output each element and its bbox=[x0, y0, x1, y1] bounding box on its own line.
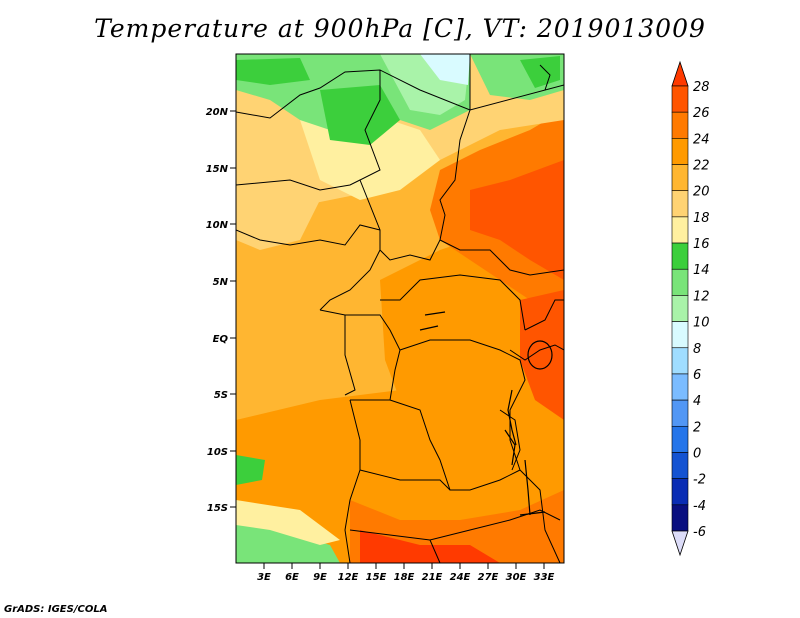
colorbar-swatch bbox=[671, 164, 689, 192]
colorbar-swatch bbox=[671, 347, 689, 375]
colorbar-swatch bbox=[671, 452, 689, 479]
colorbar-label: 0 bbox=[693, 446, 701, 461]
lat-label-15n: 15N bbox=[206, 164, 229, 175]
lon-label-30e: 30E bbox=[506, 572, 527, 583]
lon-label-27e: 27E bbox=[478, 572, 499, 583]
colorbar-swatch bbox=[671, 504, 689, 532]
colorbar-label: -2 bbox=[693, 473, 706, 488]
colorbar-swatch bbox=[671, 295, 689, 322]
lat-label-10s: 10S bbox=[207, 447, 228, 458]
colorbar-swatch bbox=[671, 321, 689, 349]
colorbar-swatch bbox=[671, 111, 689, 139]
colorbar-label: -4 bbox=[693, 499, 706, 514]
lon-label-12e: 12E bbox=[338, 572, 359, 583]
lon-label-3e: 3E bbox=[257, 572, 271, 583]
lat-label-20n: 20N bbox=[206, 107, 229, 118]
lon-label-24e: 24E bbox=[450, 572, 471, 583]
colorbar-swatch bbox=[671, 373, 689, 401]
colorbar-swatch bbox=[671, 138, 689, 165]
colorbar-swatch bbox=[671, 478, 689, 506]
colorbar-label: 6 bbox=[693, 368, 701, 383]
colorbar-swatch bbox=[671, 425, 689, 453]
colorbar-label: 24 bbox=[693, 132, 710, 147]
colorbar-label: 26 bbox=[693, 106, 710, 121]
colorbar-label: 28 bbox=[693, 80, 710, 95]
grads-credit: GrADS: IGES/COLA bbox=[4, 604, 108, 615]
colorbar-label: 2 bbox=[693, 420, 701, 435]
lon-label-6e: 6E bbox=[285, 572, 299, 583]
lon-label-33e: 33E bbox=[534, 572, 555, 583]
colorbar-bottom-arrow bbox=[671, 530, 689, 557]
colorbar-top-arrow bbox=[671, 60, 689, 87]
lat-label-10n: 10N bbox=[206, 220, 229, 231]
colorbar-label: 4 bbox=[693, 394, 701, 409]
longitude-axis bbox=[263, 563, 545, 569]
colorbar-swatch bbox=[671, 216, 689, 244]
colorbar-label: 16 bbox=[693, 237, 710, 252]
colorbar-swatch bbox=[671, 268, 689, 296]
map-title: Temperature at 900hPa [C], VT: 201901300… bbox=[94, 14, 706, 43]
colorbar-label: 18 bbox=[693, 211, 710, 226]
colorbar-label: 12 bbox=[693, 289, 710, 304]
lon-label-15e: 15E bbox=[366, 572, 387, 583]
lakes bbox=[419, 311, 553, 516]
country-borders bbox=[236, 54, 564, 563]
map-frame bbox=[235, 53, 565, 564]
colorbar-label: 10 bbox=[693, 316, 710, 331]
colorbar-swatch bbox=[671, 399, 689, 427]
lat-label-5n: 5N bbox=[213, 277, 229, 288]
colorbar-swatch bbox=[671, 85, 689, 113]
colorbar-label: 22 bbox=[693, 159, 710, 174]
colorbar-swatch bbox=[671, 190, 689, 218]
lon-label-18e: 18E bbox=[394, 572, 415, 583]
latitude-axis bbox=[230, 110, 236, 508]
lat-label-5s: 5S bbox=[214, 390, 228, 401]
temperature-field bbox=[236, 54, 564, 563]
colorbar-label: -6 bbox=[693, 525, 706, 540]
lat-label-15s: 15S bbox=[207, 503, 228, 514]
lon-label-9e: 9E bbox=[313, 572, 327, 583]
lon-label-21e: 21E bbox=[422, 572, 443, 583]
colorbar-label: 8 bbox=[693, 342, 701, 357]
lat-label-eq: EQ bbox=[213, 334, 229, 345]
colorbar-label: 20 bbox=[693, 185, 710, 200]
colorbar-label: 14 bbox=[693, 263, 710, 278]
colorbar-swatch bbox=[671, 242, 689, 270]
